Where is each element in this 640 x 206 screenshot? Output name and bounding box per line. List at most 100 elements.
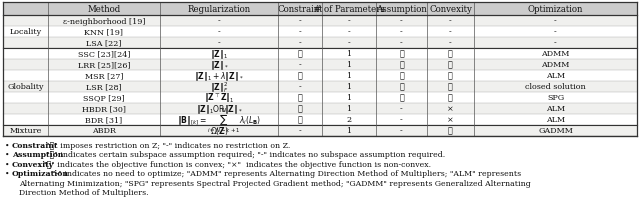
Bar (3, 103, 637, 115)
Text: ADMM: ADMM (541, 50, 570, 58)
Text: closed solution: closed solution (525, 83, 586, 91)
Text: -: - (218, 18, 220, 25)
Text: BDR [31]: BDR [31] (85, 116, 123, 124)
Text: Convexity: Convexity (12, 160, 54, 168)
Text: Assumption: Assumption (376, 5, 427, 14)
Bar (3, 3, 637, 16)
Bar (3, 38, 637, 49)
Text: 1: 1 (346, 94, 351, 102)
Text: ✓: ✓ (399, 94, 404, 102)
Text: Assumption: Assumption (12, 151, 63, 159)
Text: ALM: ALM (546, 105, 565, 113)
Text: Method: Method (88, 5, 120, 14)
Text: ×: × (447, 116, 454, 124)
Text: 2: 2 (346, 116, 351, 124)
Text: -: - (299, 83, 301, 91)
Text: ✓: ✓ (399, 61, 404, 69)
Text: $\|\mathbf{Z}\|_*$: $\|\mathbf{Z}\|_*$ (209, 59, 228, 72)
Text: ✓: ✓ (448, 94, 453, 102)
Text: GADMM: GADMM (538, 127, 573, 135)
Text: -: - (400, 28, 403, 36)
Text: $\|\mathbf{B}\|_{[k]}=\sum_{i=N-k+1}^{N}\lambda_i(L_{\mathbf{B}})$: $\|\mathbf{B}\|_{[k]}=\sum_{i=N-k+1}^{N}… (177, 106, 261, 134)
Text: -: - (299, 39, 301, 47)
Text: ✓: ✓ (448, 72, 453, 80)
Text: -: - (299, 61, 301, 69)
Text: LRR [25][26]: LRR [25][26] (77, 61, 131, 69)
Text: -: - (400, 105, 403, 113)
Bar (3, 125, 637, 136)
Text: -: - (554, 18, 557, 25)
Text: Constraint: Constraint (277, 5, 323, 14)
Text: : "✓" indicates the objective function is convex; "×"  indicates the objective f: : "✓" indicates the objective function i… (38, 160, 431, 168)
Text: MSR [27]: MSR [27] (84, 72, 124, 80)
Text: -: - (218, 28, 220, 36)
Text: $\|\mathbf{Z}\|_1$: $\|\mathbf{Z}\|_1$ (210, 48, 228, 61)
Text: -: - (400, 39, 403, 47)
Text: $\|\mathbf{Z}\|_F^2$: $\|\mathbf{Z}\|_F^2$ (210, 80, 228, 95)
Text: 1: 1 (346, 83, 351, 91)
Text: -: - (348, 39, 350, 47)
Text: ✓: ✓ (298, 116, 302, 124)
Bar (3, 60, 637, 71)
Text: 1: 1 (346, 127, 351, 135)
Text: ALM: ALM (546, 116, 565, 124)
Bar (3, 3, 637, 136)
Text: Optimization: Optimization (12, 170, 69, 178)
Text: -: - (554, 28, 557, 36)
Text: # of Parameters: # of Parameters (314, 5, 385, 14)
Text: ✓: ✓ (448, 61, 453, 69)
Text: SSC [23][24]: SSC [23][24] (77, 50, 131, 58)
Text: ×: × (447, 105, 454, 113)
Bar (3, 82, 637, 92)
Text: $\|\mathbf{Z}\|_1\mathrm{OR}\|\mathbf{Z}\|_*$: $\|\mathbf{Z}\|_1\mathrm{OR}\|\mathbf{Z}… (195, 103, 243, 115)
Text: •: • (5, 170, 15, 178)
Text: : "-" indicates no need to optimize; "ADMM" represents Alternating Direction Met: : "-" indicates no need to optimize; "AD… (47, 170, 521, 178)
Text: -: - (299, 28, 301, 36)
Text: ✓: ✓ (448, 127, 453, 135)
Text: •: • (5, 141, 15, 149)
Text: -: - (449, 18, 452, 25)
Text: Regularization: Regularization (188, 5, 251, 14)
Text: -: - (449, 39, 452, 47)
Text: HBDR [30]: HBDR [30] (82, 105, 126, 113)
Text: 1: 1 (346, 105, 351, 113)
Text: 1: 1 (346, 61, 351, 69)
Text: ALM: ALM (546, 72, 565, 80)
Text: : "✓" indicates certain subspace assumption required; "-" indicates no subspace : : "✓" indicates certain subspace assumpt… (41, 151, 445, 159)
Text: ✓: ✓ (399, 50, 404, 58)
Text: LSR [28]: LSR [28] (86, 83, 122, 91)
Text: Constraint: Constraint (12, 141, 58, 149)
Text: $\|\mathbf{Z}\|_1+\lambda\|\mathbf{Z}\|_*$: $\|\mathbf{Z}\|_1+\lambda\|\mathbf{Z}\|_… (194, 70, 244, 83)
Text: 1: 1 (346, 50, 351, 58)
Text: -: - (400, 18, 403, 25)
Text: SSQP [29]: SSQP [29] (83, 94, 125, 102)
Text: •: • (5, 160, 15, 168)
Text: ABDR: ABDR (92, 127, 116, 135)
Text: ✓: ✓ (448, 83, 453, 91)
Text: Optimization: Optimization (528, 5, 583, 14)
Text: Convexity: Convexity (429, 5, 472, 14)
Text: LSA [22]: LSA [22] (86, 39, 122, 47)
Text: ✓: ✓ (399, 83, 404, 91)
Text: ✓: ✓ (298, 50, 302, 58)
Text: ε-neighborhood [19]: ε-neighborhood [19] (63, 18, 145, 25)
Text: $\Omega(\mathbf{Z})$: $\Omega(\mathbf{Z})$ (210, 125, 228, 137)
Text: -: - (348, 28, 350, 36)
Text: $\|\mathbf{Z}^\top\mathbf{Z}\|_1$: $\|\mathbf{Z}^\top\mathbf{Z}\|_1$ (204, 91, 234, 105)
Text: -: - (554, 39, 557, 47)
Text: ✓: ✓ (448, 50, 453, 58)
Text: KNN [19]: KNN [19] (84, 28, 124, 36)
Text: Locality: Locality (10, 28, 42, 36)
Text: ✓: ✓ (399, 72, 404, 80)
Text: -: - (348, 18, 350, 25)
Text: •: • (5, 151, 15, 159)
Text: -: - (299, 18, 301, 25)
Text: Mixture: Mixture (10, 127, 42, 135)
Text: ADMM: ADMM (541, 61, 570, 69)
Text: Globality: Globality (7, 83, 44, 91)
Text: -: - (218, 39, 220, 47)
Text: : "✓" imposes restriction on Z; "-" indicates no restriction on Z.: : "✓" imposes restriction on Z; "-" indi… (41, 141, 291, 149)
Text: -: - (449, 28, 452, 36)
Text: 1: 1 (346, 72, 351, 80)
Text: -: - (299, 127, 301, 135)
